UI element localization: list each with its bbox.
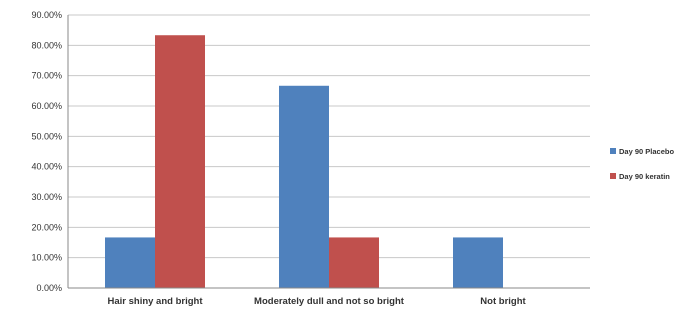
legend-label: Day 90 keratin xyxy=(619,172,670,181)
bars xyxy=(105,35,503,289)
y-tick-label: 20.00% xyxy=(31,222,62,232)
y-tick-label: 80.00% xyxy=(31,40,62,50)
x-axis-category-labels: Hair shiny and bright Moderately dull and… xyxy=(107,296,526,307)
y-tick-label: 70.00% xyxy=(31,71,62,81)
bar xyxy=(279,85,329,288)
y-tick-label: 30.00% xyxy=(31,192,62,202)
x-category-label: Hair shiny and bright xyxy=(107,296,203,307)
y-tick-label: 60.00% xyxy=(31,101,62,111)
y-axis-tick-labels: 0.00% 10.00% 20.00% 30.00% 40.00% 50.00% 60.00… xyxy=(31,10,62,293)
bar xyxy=(453,237,503,288)
y-tick-label: 40.00% xyxy=(31,162,62,172)
y-tick-label: 10.00% xyxy=(31,253,62,263)
y-tick-label: 0.00% xyxy=(36,283,62,293)
legend-swatch xyxy=(610,148,616,154)
legend: Day 90 Placebo Day 90 keratin xyxy=(610,147,674,181)
bar xyxy=(155,35,205,289)
legend-swatch xyxy=(610,173,616,179)
bar xyxy=(105,237,155,288)
x-category-label: Not bright xyxy=(480,296,526,307)
x-category-label: Moderately dull and not so bright xyxy=(254,296,405,307)
axes xyxy=(67,15,590,289)
y-tick-label: 90.00% xyxy=(31,10,62,20)
bar xyxy=(329,237,379,288)
y-tick-label: 50.00% xyxy=(31,131,62,141)
legend-label: Day 90 Placebo xyxy=(619,147,674,156)
